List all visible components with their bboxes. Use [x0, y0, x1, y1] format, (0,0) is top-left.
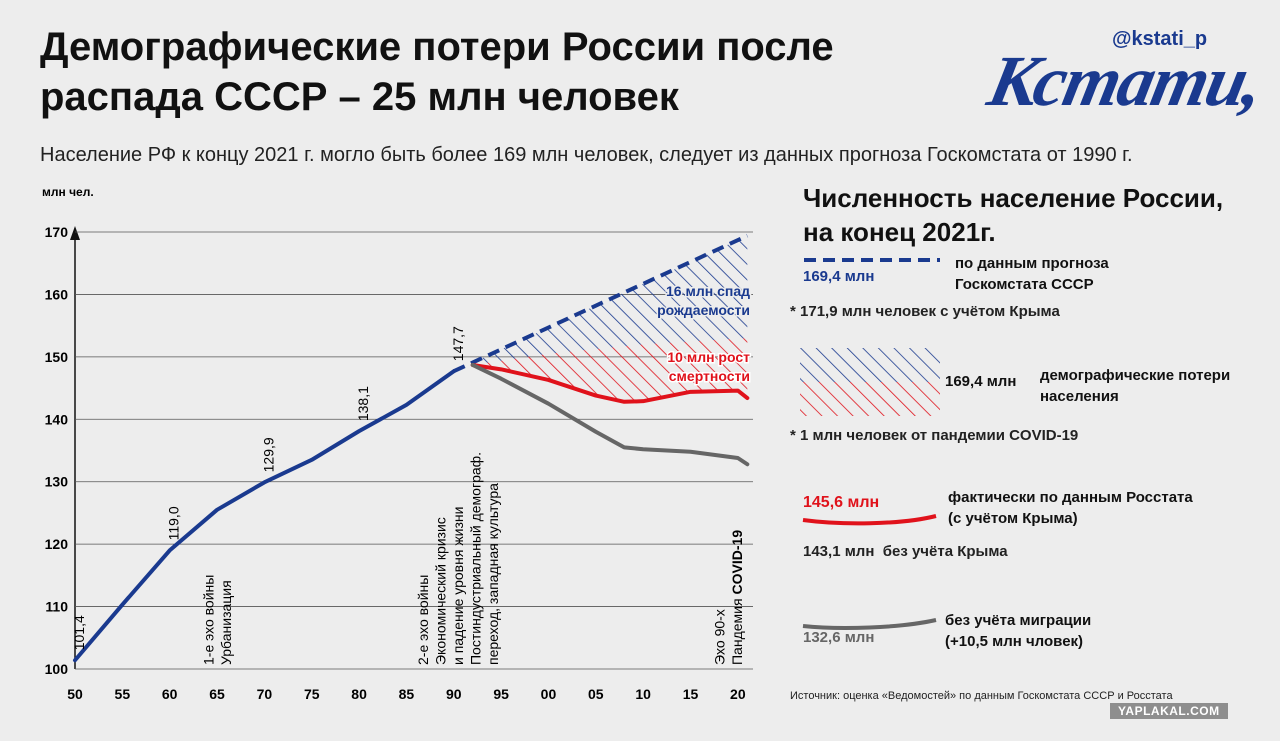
- value-label: 138,1: [355, 386, 371, 421]
- value-label: 119,0: [166, 506, 182, 540]
- annotation-text: 2-е эхо войны: [415, 575, 431, 665]
- legend-note: 143,1 млн без учёта Крыма: [803, 543, 1008, 560]
- x-tick-label: 65: [209, 686, 225, 702]
- x-tick-label: 05: [588, 686, 604, 702]
- legend-text: без учёта миграции (+10,5 млн чловек): [945, 612, 1092, 650]
- legend-swatch: [800, 348, 940, 416]
- annotation: Пандемия COVID-19: [729, 530, 745, 665]
- series-line: [73, 369, 456, 663]
- series-line: [470, 362, 750, 467]
- legend-text: фактически по данным Росстата (с учётом …: [948, 489, 1193, 527]
- y-tick-label: 120: [45, 536, 69, 552]
- x-tick-label: 90: [446, 686, 462, 702]
- annotation-text: Постиндустриальный демограф.: [468, 452, 484, 665]
- legend-note: * 171,9 млн человек с учётом Крыма: [790, 303, 1060, 320]
- annotation: и падение уровня жизни: [450, 507, 466, 665]
- legend-text: демографические потери населения: [1040, 367, 1231, 405]
- legend-value: 145,6 млн: [803, 494, 880, 511]
- x-tick-label: 15: [683, 686, 699, 702]
- legend-text: по данным прогноза Госкомстата СССР: [955, 255, 1109, 293]
- annotation-text: Пандемия: [729, 598, 745, 665]
- area-label: 16 млн спад: [666, 283, 750, 299]
- legend-swatch: [804, 258, 940, 262]
- annotation-text: Урбанизация: [218, 580, 234, 665]
- legend-title: Численность население России, на конец 2…: [803, 183, 1224, 247]
- watermark: YAPLAKAL.COM: [1110, 703, 1228, 719]
- x-tick-label: 55: [115, 686, 131, 702]
- y-tick-label: 100: [45, 661, 69, 677]
- value-label: 101,4: [71, 615, 87, 650]
- y-axis-arrow: [70, 226, 80, 240]
- y-axis-label: млн чел.: [42, 185, 94, 199]
- y-tick-label: 130: [45, 474, 69, 490]
- x-tick-label: 50: [67, 686, 83, 702]
- x-tick-label: 85: [399, 686, 415, 702]
- annotation: Постиндустриальный демограф.: [468, 452, 484, 665]
- annotation-text: переход, западная культура: [485, 483, 501, 665]
- annotation-text: Эхо 90-х: [712, 609, 728, 665]
- annotation: Урбанизация: [218, 580, 234, 665]
- x-tick-label: 95: [493, 686, 509, 702]
- legend-swatch: [802, 514, 937, 526]
- area-label: рождаемости: [657, 302, 750, 318]
- annotation: переход, западная культура: [485, 483, 501, 665]
- legend-value: 132,6 млн: [803, 629, 875, 646]
- y-tick-label: 170: [45, 224, 69, 240]
- annotation-bold: COVID-19: [729, 530, 745, 595]
- legend-value: 169,4 млн: [945, 373, 1017, 390]
- annotation-text: Экономический кризис: [433, 517, 449, 665]
- legend-swatch: [802, 618, 937, 630]
- x-tick-label: 20: [730, 686, 746, 702]
- y-tick-label: 150: [45, 349, 69, 365]
- value-label: 129,9: [260, 437, 276, 472]
- legend-hatch: [800, 348, 940, 382]
- y-tick-label: 160: [45, 286, 69, 302]
- x-tick-label: 60: [162, 686, 178, 702]
- x-tick-label: 70: [257, 686, 273, 702]
- annotation-text: 1-е эхо войны: [200, 575, 216, 665]
- handle: @kstati_p: [1112, 28, 1208, 50]
- x-tick-label: 80: [351, 686, 367, 702]
- source: Источник: оценка «Ведомостей» по данным …: [790, 690, 1173, 702]
- y-tick-label: 110: [45, 599, 68, 615]
- area-label: смертности: [669, 368, 750, 384]
- annotation-text: и падение уровня жизни: [450, 507, 466, 665]
- subtitle: Население РФ к концу 2021 г. могло быть …: [40, 144, 1133, 166]
- legend-note: * 1 млн человек от пандемии COVID-19: [790, 427, 1079, 444]
- series-line: [470, 362, 750, 404]
- y-tick-label: 140: [45, 411, 69, 427]
- x-tick-label: 75: [304, 686, 320, 702]
- title: Демографические потери России после расп…: [40, 25, 834, 119]
- annotation: Эхо 90-х: [712, 609, 728, 665]
- value-label: 147,7: [450, 326, 466, 361]
- legend-line: [802, 514, 937, 526]
- series-line: [452, 233, 749, 374]
- annotation: 1-е эхо войны: [200, 575, 216, 665]
- legend-hatch: [800, 382, 940, 416]
- x-tick-label: 00: [541, 686, 557, 702]
- area-label: 10 млн рост: [667, 349, 750, 365]
- annotation: Экономический кризис: [433, 517, 449, 665]
- legend-line: [802, 618, 937, 630]
- x-tick-label: 10: [635, 686, 651, 702]
- logo: Кстати,: [981, 41, 1270, 121]
- hatch-area: [472, 338, 748, 402]
- annotation: 2-е эхо войны: [415, 575, 431, 665]
- legend-value: 169,4 млн: [803, 268, 875, 285]
